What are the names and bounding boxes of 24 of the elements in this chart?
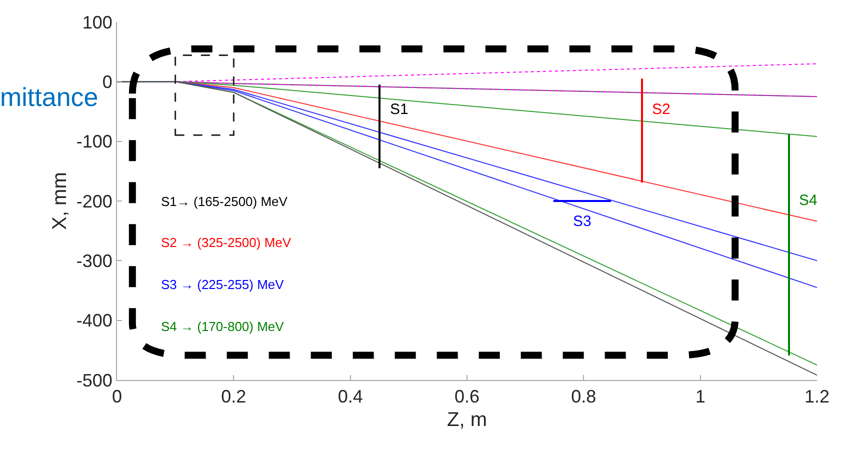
series-label: S2	[652, 101, 670, 118]
y-tick-label: 0	[102, 72, 112, 92]
annotation: S4 → (170-800) MeV	[161, 319, 284, 334]
y-tick-label: 100	[82, 12, 112, 32]
y-tick-label: -100	[76, 132, 112, 152]
x-tick-label: 1.2	[804, 386, 830, 407]
x-axis-title: Z, m	[447, 409, 487, 432]
text: mittance	[0, 82, 98, 112]
y-tick-label: -200	[76, 191, 112, 212]
annotation: S3 → (225-255) MeV	[161, 277, 284, 292]
annotation: S1→ (165-2500) MeV	[161, 194, 288, 209]
y-tick-label: -300	[76, 250, 112, 271]
series-label: S1	[390, 101, 408, 118]
y-tick-label: -400	[76, 310, 112, 331]
annotation: S2 → (325-2500) MeV	[161, 235, 292, 250]
x-tick-label: 0.8	[571, 386, 596, 407]
y-axis-title: X, mm	[48, 172, 71, 230]
x-tick-label: 0.6	[454, 386, 480, 407]
y-tick-label: -500	[76, 370, 112, 390]
x-tick-label: 0.4	[338, 386, 363, 407]
x-tick-label: 0.2	[221, 386, 246, 407]
series-label: S3	[573, 213, 592, 230]
series-label: S4	[799, 192, 818, 209]
x-tick-label: 1	[695, 386, 706, 407]
